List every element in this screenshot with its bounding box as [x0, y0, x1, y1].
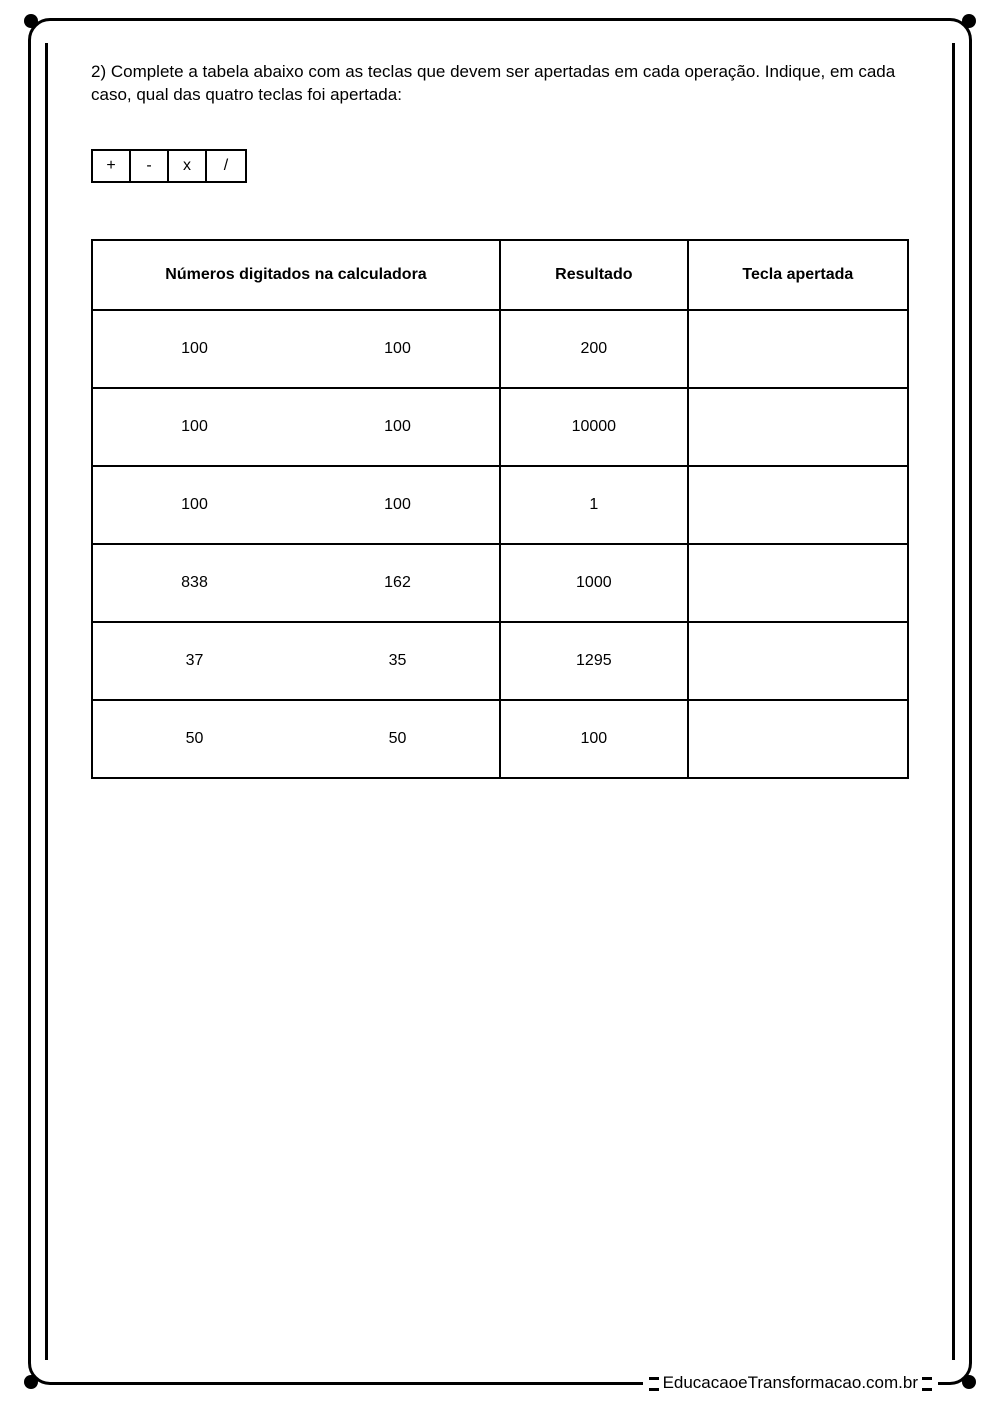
cell-numbers: 100 100 [92, 466, 500, 544]
cell-result: 1000 [500, 544, 688, 622]
table-row: 50 50 100 [92, 700, 908, 778]
cell-result: 10000 [500, 388, 688, 466]
num-b: 100 [296, 418, 499, 436]
operator-keys: + - x / [91, 149, 247, 183]
num-a: 50 [93, 730, 296, 748]
inner-rule-right [952, 43, 955, 1360]
table-row: 838 162 1000 [92, 544, 908, 622]
table-row: 100 100 10000 [92, 388, 908, 466]
cell-numbers: 100 100 [92, 388, 500, 466]
num-a: 838 [93, 574, 296, 592]
num-a: 100 [93, 418, 296, 436]
cell-key[interactable] [688, 622, 908, 700]
inner-rule-left [45, 43, 48, 1360]
cell-numbers: 50 50 [92, 700, 500, 778]
corner-dot [24, 1375, 38, 1389]
corner-dot [962, 1375, 976, 1389]
cell-key[interactable] [688, 544, 908, 622]
cell-key[interactable] [688, 700, 908, 778]
table-row: 100 100 200 [92, 310, 908, 388]
num-b: 100 [296, 340, 499, 358]
worksheet-page: 2) Complete a tabela abaixo com as tecla… [0, 0, 1000, 1415]
num-b: 50 [296, 730, 499, 748]
corner-dot [24, 14, 38, 28]
source-credit: EducacaoeTransformacao.com.br [643, 1373, 938, 1393]
key-minus: - [131, 151, 169, 181]
cell-result: 1 [500, 466, 688, 544]
num-b: 35 [296, 652, 499, 670]
cell-result: 100 [500, 700, 688, 778]
table-header-row: Números digitados na calculadora Resulta… [92, 240, 908, 310]
header-key: Tecla apertada [688, 240, 908, 310]
header-numbers: Números digitados na calculadora [92, 240, 500, 310]
num-b: 100 [296, 496, 499, 514]
cell-key[interactable] [688, 466, 908, 544]
cell-key[interactable] [688, 310, 908, 388]
header-result: Resultado [500, 240, 688, 310]
cell-numbers: 37 35 [92, 622, 500, 700]
table-row: 37 35 1295 [92, 622, 908, 700]
exercise-table: Números digitados na calculadora Resulta… [91, 239, 909, 779]
cell-result: 200 [500, 310, 688, 388]
key-multiply: x [169, 151, 207, 181]
cell-result: 1295 [500, 622, 688, 700]
table-row: 100 100 1 [92, 466, 908, 544]
num-a: 100 [93, 340, 296, 358]
num-a: 37 [93, 652, 296, 670]
key-divide: / [207, 151, 245, 181]
key-plus: + [93, 151, 131, 181]
cell-numbers: 838 162 [92, 544, 500, 622]
question-text: 2) Complete a tabela abaixo com as tecla… [91, 61, 909, 107]
corner-dot [962, 14, 976, 28]
content-area: 2) Complete a tabela abaixo com as tecla… [91, 61, 909, 779]
page-frame: 2) Complete a tabela abaixo com as tecla… [28, 18, 972, 1385]
cell-numbers: 100 100 [92, 310, 500, 388]
cell-key[interactable] [688, 388, 908, 466]
num-b: 162 [296, 574, 499, 592]
num-a: 100 [93, 496, 296, 514]
